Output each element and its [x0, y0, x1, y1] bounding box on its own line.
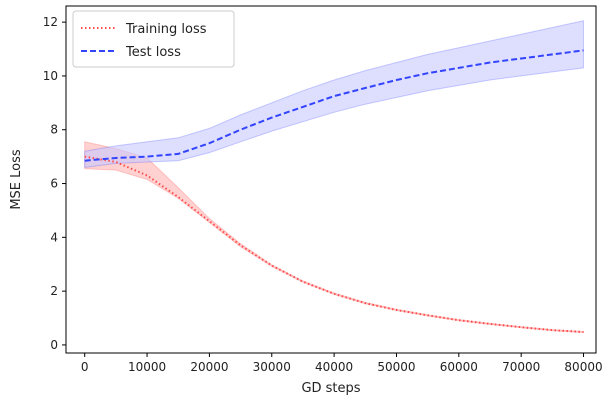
y-tick-label: 0	[50, 338, 58, 352]
legend-label-test-loss: Test loss	[125, 45, 181, 60]
y-tick-label: 2	[50, 284, 58, 298]
training-loss-band	[84, 141, 584, 334]
x-tick-label: 70000	[502, 360, 540, 374]
test-loss-line	[84, 49, 584, 162]
legend-box	[72, 10, 235, 68]
y-tick-label: 12	[43, 15, 58, 29]
training-loss-line	[84, 155, 584, 333]
test-loss-band	[84, 20, 584, 168]
y-axis-title: MSE Loss	[9, 149, 24, 210]
x-tick-label: 80000	[564, 360, 602, 374]
legend: Training loss Test loss	[72, 10, 235, 68]
y-tick-label: 4	[50, 230, 58, 244]
x-tick-label: 50000	[377, 360, 415, 374]
x-axis: 0 10000 20000 30000 40000 50000 60000 70000 8000…	[81, 353, 603, 374]
legend-label-training-loss: Training loss	[125, 22, 207, 37]
x-tick-label: 40000	[315, 360, 353, 374]
y-tick-label: 6	[50, 177, 58, 191]
x-tick-label: 0	[81, 360, 89, 374]
x-axis-title: GD steps	[301, 381, 360, 396]
y-axis: 0 2 4 6 8 10 12	[43, 15, 66, 352]
x-tick-label: 60000	[440, 360, 478, 374]
plot-frame	[65, 5, 597, 354]
series-lines	[84, 49, 584, 333]
x-tick-label: 20000	[190, 360, 228, 374]
x-tick-label: 10000	[128, 360, 166, 374]
y-tick-label: 8	[50, 123, 58, 137]
x-tick-label: 30000	[253, 360, 291, 374]
y-tick-label: 10	[43, 69, 58, 83]
confidence-bands	[84, 20, 584, 334]
